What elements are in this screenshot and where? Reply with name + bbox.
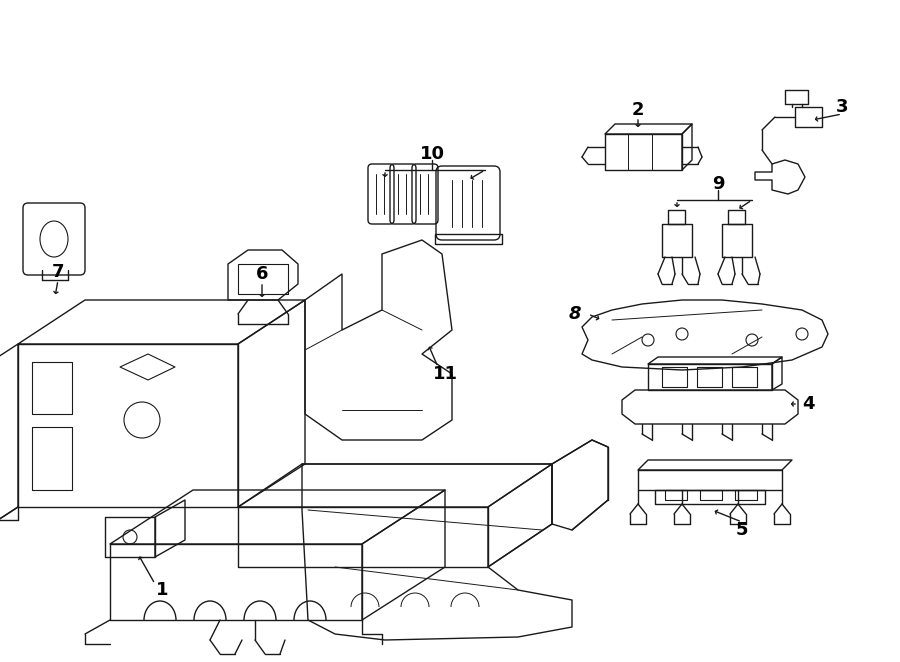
Text: 11: 11	[433, 365, 457, 383]
Text: 5: 5	[736, 521, 748, 539]
Text: 9: 9	[712, 175, 724, 193]
Text: 2: 2	[632, 101, 644, 119]
Text: 6: 6	[256, 265, 268, 283]
Text: 3: 3	[836, 98, 848, 116]
Text: 1: 1	[156, 581, 168, 599]
Text: 10: 10	[419, 145, 445, 163]
Text: 7: 7	[52, 263, 64, 281]
Text: 8: 8	[569, 305, 581, 323]
Text: 4: 4	[802, 395, 814, 413]
